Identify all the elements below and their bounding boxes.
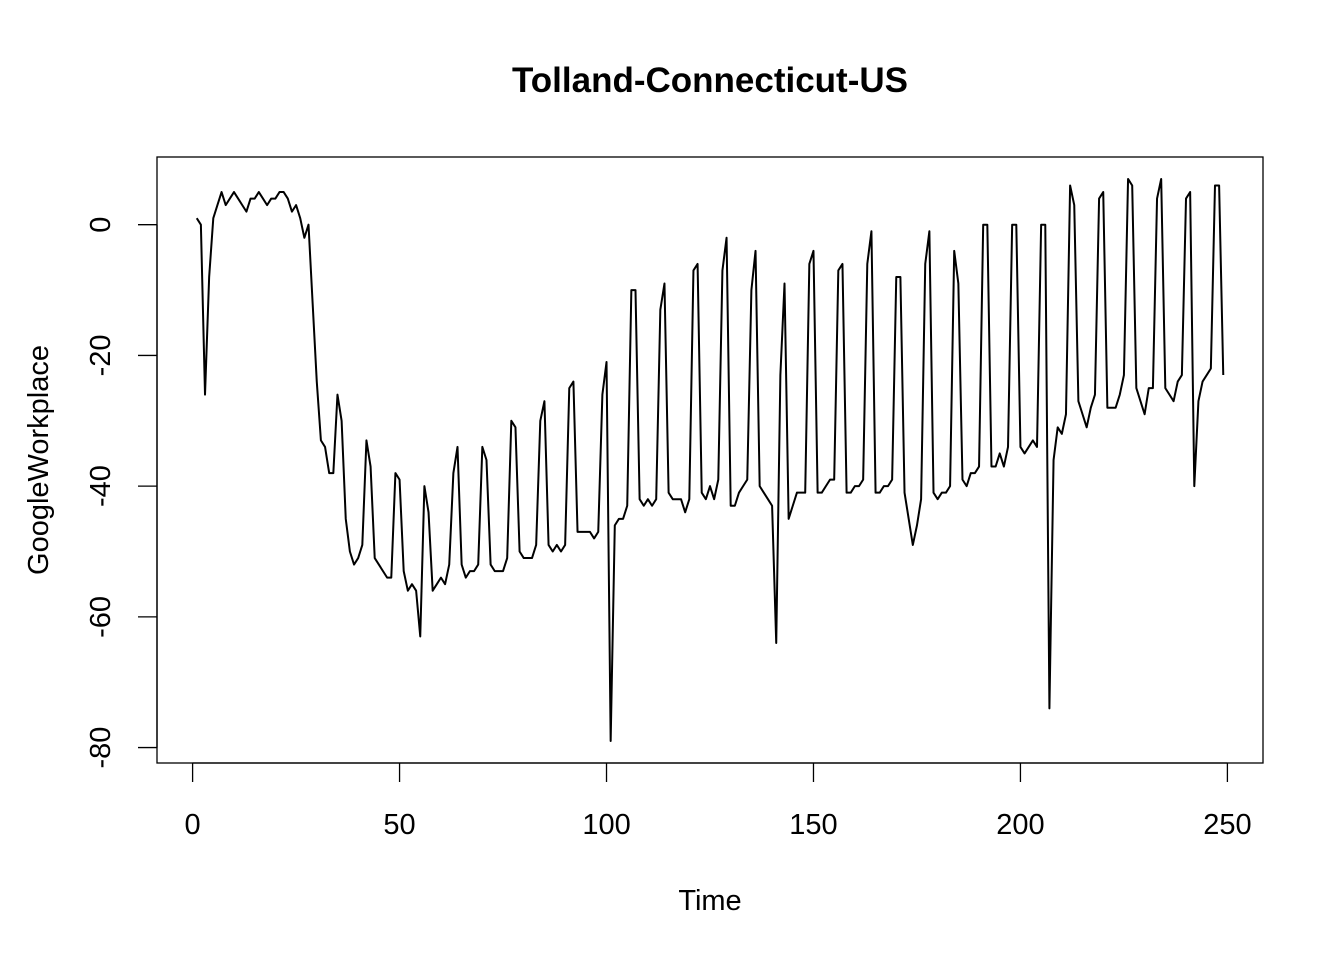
y-tick-label: -60 [85, 596, 117, 638]
x-tick-label: 150 [789, 809, 837, 841]
y-axis: -80 -60 -40 -20 0 [85, 217, 158, 769]
x-tick-label: 100 [582, 809, 630, 841]
x-tick-label: 0 [185, 809, 201, 841]
y-tick-label: -40 [85, 465, 117, 507]
y-tick-label: -20 [85, 334, 117, 376]
x-axis-label: Time [678, 885, 741, 917]
y-tick-label: 0 [85, 217, 117, 233]
x-axis: 0 50 100 150 200 250 [185, 762, 1252, 841]
x-tick-label: 50 [383, 809, 415, 841]
series-layer [195, 177, 1225, 743]
x-tick-label: 200 [996, 809, 1044, 841]
series-line [195, 177, 1225, 743]
y-tick-label: -80 [85, 727, 117, 769]
y-axis-label: GoogleWorkplace [23, 345, 55, 575]
chart-title: Tolland-Connecticut-US [512, 61, 908, 100]
x-tick-label: 250 [1203, 809, 1251, 841]
